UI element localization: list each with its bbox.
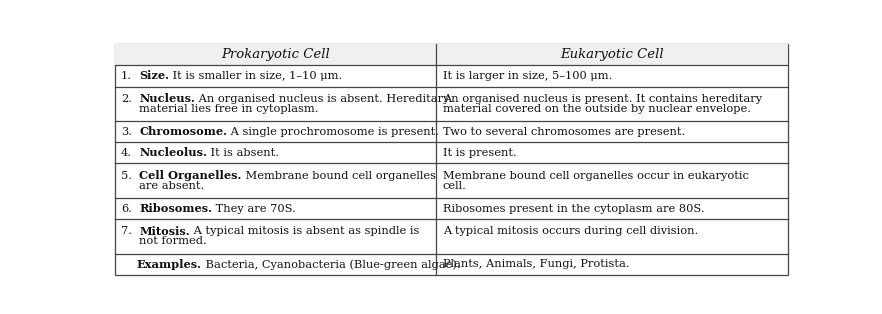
Text: It is present.: It is present. — [443, 148, 516, 158]
Text: Prokaryotic Cell: Prokaryotic Cell — [221, 48, 330, 61]
Bar — [437, 44, 788, 65]
Text: material lies free in cytoplasm.: material lies free in cytoplasm. — [139, 104, 319, 114]
Text: Membrane bound cell organelles occur in eukaryotic: Membrane bound cell organelles occur in … — [443, 171, 749, 181]
Text: Two to several chromosomes are present.: Two to several chromosomes are present. — [443, 127, 685, 137]
Text: Plants, Animals, Fungi, Protista.: Plants, Animals, Fungi, Protista. — [443, 259, 629, 269]
Text: Cell Organelles.: Cell Organelles. — [139, 170, 242, 181]
Text: 1.: 1. — [121, 71, 132, 81]
Text: Chromosome.: Chromosome. — [139, 126, 228, 137]
Text: 6.: 6. — [121, 203, 132, 214]
Text: A single prochromosome is present.: A single prochromosome is present. — [228, 127, 439, 137]
Text: Size.: Size. — [139, 70, 169, 81]
Text: 2.: 2. — [121, 94, 132, 104]
Text: Ribosomes present in the cytoplasm are 80S.: Ribosomes present in the cytoplasm are 8… — [443, 203, 704, 214]
Text: are absent.: are absent. — [139, 181, 205, 191]
Text: 3.: 3. — [121, 127, 132, 137]
Text: material covered on the outside by nuclear envelope.: material covered on the outside by nucle… — [443, 104, 751, 114]
Text: An organised nucleus is absent. Hereditary: An organised nucleus is absent. Heredita… — [195, 94, 450, 104]
Text: 4.: 4. — [121, 148, 132, 158]
Text: Ribosomes.: Ribosomes. — [139, 203, 213, 214]
Text: An organised nucleus is present. It contains hereditary: An organised nucleus is present. It cont… — [443, 94, 762, 104]
Text: A typical mitosis is absent as spindle is: A typical mitosis is absent as spindle i… — [190, 226, 419, 236]
Text: Mitosis.: Mitosis. — [139, 226, 190, 237]
Text: cell.: cell. — [443, 181, 467, 191]
Text: Nucleolus.: Nucleolus. — [139, 147, 207, 158]
Text: Examples.: Examples. — [137, 259, 202, 270]
Bar — [115, 44, 437, 65]
Text: Eukaryotic Cell: Eukaryotic Cell — [560, 48, 664, 61]
Text: It is smaller in size, 1–10 μm.: It is smaller in size, 1–10 μm. — [169, 71, 342, 81]
Text: It is larger in size, 5–100 μm.: It is larger in size, 5–100 μm. — [443, 71, 612, 81]
Text: It is absent.: It is absent. — [207, 148, 280, 158]
Text: Bacteria, Cyanobacteria (Blue-green algae).: Bacteria, Cyanobacteria (Blue-green alga… — [202, 259, 460, 269]
Text: They are 70S.: They are 70S. — [213, 203, 296, 214]
Text: A typical mitosis occurs during cell division.: A typical mitosis occurs during cell div… — [443, 226, 698, 236]
Text: Nucleus.: Nucleus. — [139, 93, 195, 104]
Text: Membrane bound cell organelles: Membrane bound cell organelles — [242, 171, 436, 181]
Text: not formed.: not formed. — [139, 236, 207, 246]
Text: 7.: 7. — [121, 226, 132, 236]
Text: 5.: 5. — [121, 171, 132, 181]
